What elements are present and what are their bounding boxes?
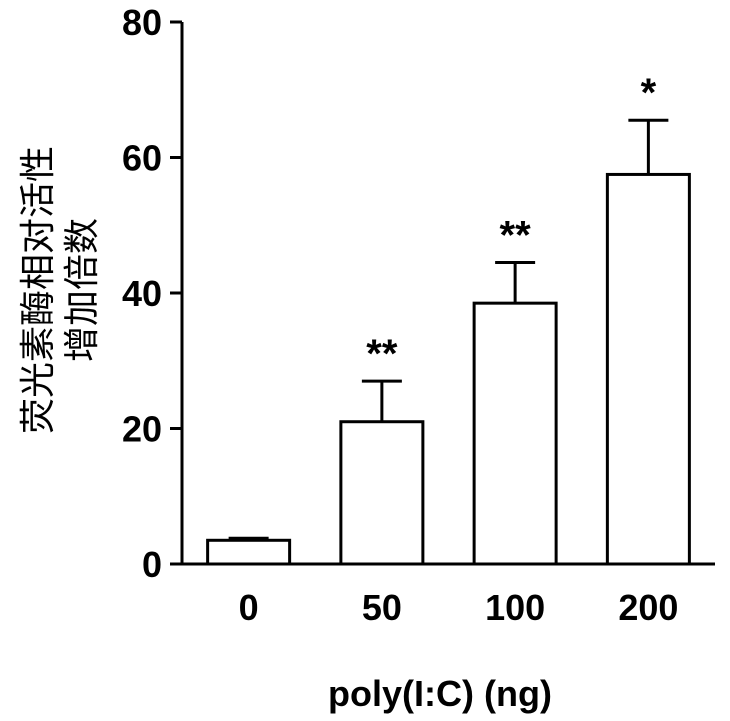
bar <box>339 420 425 566</box>
y-axis-label-line-1: 荧光素酶相对活性 <box>18 146 59 434</box>
bar <box>206 538 292 566</box>
bar <box>605 172 691 566</box>
bars: ***** <box>206 71 691 566</box>
x-tick-label: 200 <box>618 587 678 628</box>
y-tick-label: 40 <box>122 273 162 314</box>
significance-label: * <box>641 71 657 115</box>
y-tick-label: 0 <box>142 544 162 585</box>
x-tick-label: 50 <box>362 587 402 628</box>
x-axis-label: poly(I:C) (ng) <box>328 673 552 714</box>
y-tick-label: 20 <box>122 409 162 450</box>
x-tick-label: 100 <box>485 587 545 628</box>
significance-label: ** <box>500 214 532 258</box>
x-tick-labels: 0 50 100 200 <box>239 587 679 628</box>
x-tick-label: 0 <box>239 587 259 628</box>
significance-label: ** <box>366 332 398 376</box>
y-tick-label: 60 <box>122 138 162 179</box>
y-axis-label: 荧光素酶相对活性 增加倍数 <box>18 146 103 434</box>
y-ticks: 0 20 40 60 80 <box>122 2 182 585</box>
bar <box>472 301 558 566</box>
y-tick-label: 80 <box>122 2 162 43</box>
y-axis-label-line-2: 增加倍数 <box>62 218 103 362</box>
